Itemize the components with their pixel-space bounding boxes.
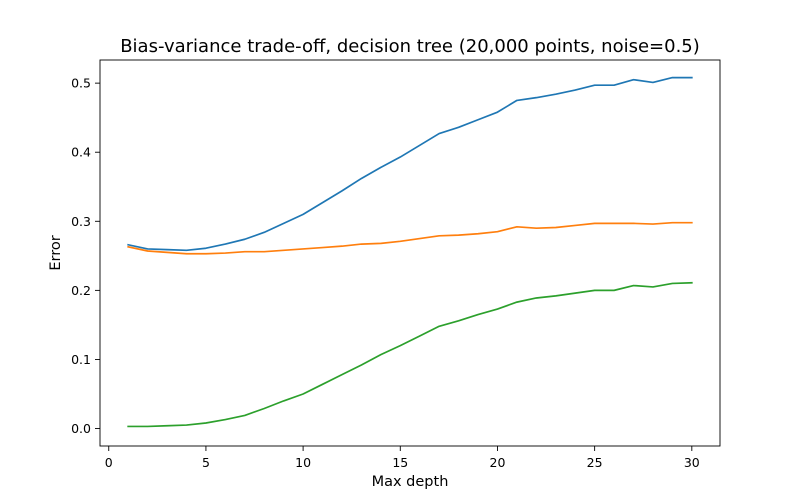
y-axis-ticks: 0.0 0.1 0.2 0.3 0.4 0.5: [71, 76, 100, 436]
x-tick-label: 15: [392, 455, 408, 470]
x-tick-label: 25: [587, 455, 603, 470]
x-tick-label: 10: [295, 455, 311, 470]
chart-title: Bias-variance trade-off, decision tree (…: [120, 36, 700, 57]
y-tick-label: 0.5: [71, 76, 91, 91]
plot-area: 0 5 10 15 20 25 30 0.0 0.1 0.2 0.3 0.4 0.5: [71, 59, 721, 470]
series-line-2: [127, 221, 693, 255]
x-axis-ticks: 0 5 10 15 20 25 30: [105, 446, 700, 470]
x-tick-label: 20: [490, 455, 506, 470]
y-tick-label: 0.0: [71, 421, 91, 436]
x-tick-label: 30: [684, 455, 700, 470]
y-tick-label: 0.2: [71, 283, 91, 298]
y-tick-label: 0.4: [71, 145, 91, 160]
x-axis-label: Max depth: [372, 474, 449, 490]
series-line-3: [127, 281, 693, 428]
series-line-1: [127, 76, 693, 252]
y-axis-label: Error: [48, 235, 64, 270]
x-tick-label: 0: [105, 455, 113, 470]
x-tick-label: 5: [202, 455, 210, 470]
y-tick-label: 0.1: [71, 352, 91, 367]
y-tick-label: 0.3: [71, 214, 91, 229]
series-layer: [127, 76, 693, 428]
plot-frame: [99, 59, 721, 447]
